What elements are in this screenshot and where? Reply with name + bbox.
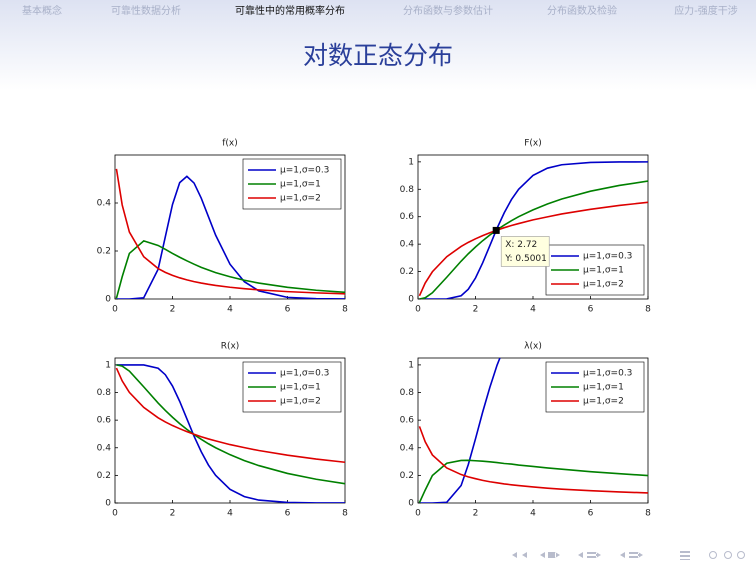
y-tick-label: 0.2	[97, 247, 111, 257]
datatip-text: X: 2.72	[505, 240, 537, 250]
y-tick-label: 0.6	[400, 416, 415, 426]
x-tick-label: 6	[285, 305, 291, 315]
series-line	[115, 240, 345, 299]
x-tick-label: 0	[112, 509, 118, 519]
y-tick-label: 1	[408, 360, 414, 370]
nav-item[interactable]: 分布函数及检验	[547, 4, 617, 17]
x-tick-label: 2	[170, 509, 176, 519]
x-tick-label: 4	[227, 305, 233, 315]
x-tick-label: 0	[415, 509, 421, 519]
legend-label: μ=1,σ=0.3	[583, 252, 632, 262]
x-tick-label: 8	[342, 509, 348, 519]
y-tick-label: 0.8	[400, 185, 415, 195]
chart: R(x) 0 2 4 6 8 0 0.2 0.4 0.6 0.8 1 μ=1,σ=0.3 μ=1,σ=1 μ…	[97, 342, 348, 519]
y-tick-label: 0	[408, 499, 414, 509]
slide-title: 对数正态分布	[303, 41, 453, 70]
x-tick-label: 8	[645, 305, 651, 315]
x-tick-label: 6	[588, 305, 594, 315]
y-tick-label: 0.6	[97, 416, 112, 426]
y-tick-label: 0.8	[97, 388, 112, 398]
x-tick-label: 2	[473, 509, 479, 519]
series-line	[116, 364, 345, 503]
legend-label: μ=1,σ=2	[583, 397, 624, 407]
y-tick-label: 1	[105, 360, 111, 370]
x-tick-label: 6	[588, 509, 594, 519]
legend-label: μ=1,σ=1	[280, 180, 321, 190]
x-tick-label: 2	[473, 305, 479, 315]
chart-title: R(x)	[221, 342, 240, 352]
y-tick-label: 0	[408, 295, 414, 305]
nav-symbol[interactable]	[737, 551, 745, 559]
chart: f(x) 0 2 4 6 8 0 0.2 0.4 μ=1,σ=0.3 μ=1,σ=1 μ=1,σ=2	[97, 139, 348, 315]
y-tick-label: 0.4	[97, 199, 112, 209]
legend-label: μ=1,σ=0.3	[583, 369, 632, 379]
datatip-marker	[492, 226, 500, 234]
series-line	[116, 175, 345, 299]
y-tick-label: 0.6	[400, 212, 415, 222]
y-tick-label: 0.2	[97, 471, 111, 481]
nav-symbol[interactable]	[578, 552, 601, 558]
y-tick-label: 0.2	[400, 471, 414, 481]
nav-symbol[interactable]	[724, 551, 732, 559]
y-tick-label: 0	[105, 295, 111, 305]
legend-label: μ=1,σ=1	[583, 383, 624, 393]
y-tick-label: 0.4	[400, 443, 415, 453]
series-line	[115, 367, 345, 464]
nav-symbol[interactable]	[709, 551, 717, 559]
y-tick-label: 0	[105, 499, 111, 509]
chart-title: f(x)	[222, 139, 238, 149]
nav-item[interactable]: 可靠性数据分析	[111, 4, 181, 17]
series-line	[115, 168, 345, 295]
legend-label: μ=1,σ=0.3	[280, 166, 329, 176]
y-tick-label: 0.4	[97, 443, 112, 453]
chart-title: λ(x)	[524, 342, 542, 352]
series-line	[418, 459, 648, 503]
x-tick-label: 4	[530, 509, 536, 519]
x-tick-label: 8	[342, 305, 348, 315]
y-tick-label: 0.8	[400, 388, 415, 398]
series-line	[418, 426, 648, 494]
nav-item[interactable]: 可靠性中的常用概率分布	[235, 4, 345, 17]
header-band	[0, 0, 756, 90]
x-tick-label: 8	[645, 509, 651, 519]
y-tick-label: 1	[408, 157, 414, 167]
legend-label: μ=1,σ=1	[280, 383, 321, 393]
legend-label: μ=1,σ=2	[280, 397, 321, 407]
x-tick-label: 6	[285, 509, 291, 519]
series-line	[419, 358, 501, 503]
nav-symbol[interactable]	[540, 552, 560, 558]
nav-item[interactable]: 分布函数与参数估计	[403, 4, 493, 17]
legend-label: μ=1,σ=2	[280, 194, 321, 204]
nav-item[interactable]: 应力-强度干涉	[674, 4, 738, 17]
x-tick-label: 4	[530, 305, 536, 315]
y-tick-label: 0.2	[400, 267, 414, 277]
chart-title: F(x)	[524, 139, 542, 149]
x-tick-label: 0	[112, 305, 118, 315]
chart: F(x) 0 2 4 6 8 0 0.2 0.4 0.6 0.8 1 μ=1,σ=0.3 μ=1,σ=1 μ…	[400, 139, 651, 315]
x-tick-label: 2	[170, 305, 176, 315]
y-tick-label: 0.4	[400, 240, 415, 250]
nav-symbols	[512, 551, 745, 560]
datatip-text: Y: 0.5001	[504, 254, 547, 264]
legend-label: μ=1,σ=1	[583, 266, 624, 276]
x-tick-label: 4	[227, 509, 233, 519]
legend-label: μ=1,σ=2	[583, 280, 624, 290]
legend-label: μ=1,σ=0.3	[280, 369, 329, 379]
nav-symbol[interactable]	[512, 552, 527, 558]
datatip-box	[500, 236, 550, 267]
nav-symbol[interactable]	[680, 551, 690, 560]
nav-item[interactable]: 基本概念	[22, 4, 62, 17]
x-tick-label: 0	[415, 305, 421, 315]
nav-symbol[interactable]	[620, 552, 643, 558]
chart: λ(x) 0 2 4 6 8 0 0.2 0.4 0.6 0.8 1 μ=1,σ=0.3 μ=1,σ=1 μ…	[400, 342, 651, 519]
